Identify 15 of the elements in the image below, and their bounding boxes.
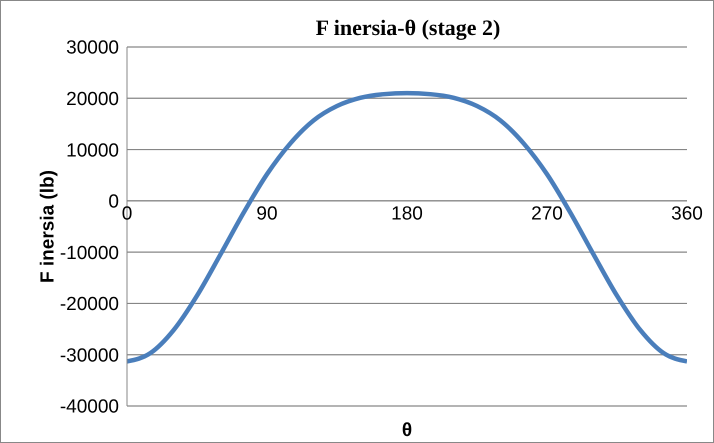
x-tick-label: 180 [391,203,423,224]
y-tick-label: -10000 [60,242,119,264]
y-axis-title: F inersia (lb) [38,170,59,283]
y-tick-label: -30000 [60,345,119,366]
x-axis-title: θ [402,420,412,441]
x-tick-label: 360 [671,203,703,224]
x-tick-label: 0 [122,203,132,224]
y-tick-label: 30000 [66,38,119,59]
y-tick-label: 20000 [66,89,119,110]
chart-title: F inersia-θ (stage 2) [314,15,502,41]
y-tick-label: -40000 [60,396,119,418]
x-tick-label: 90 [256,203,278,224]
x-tick-label: 270 [531,203,563,224]
y-tick-label: 10000 [66,140,119,162]
y-tick-label: -20000 [60,294,119,316]
